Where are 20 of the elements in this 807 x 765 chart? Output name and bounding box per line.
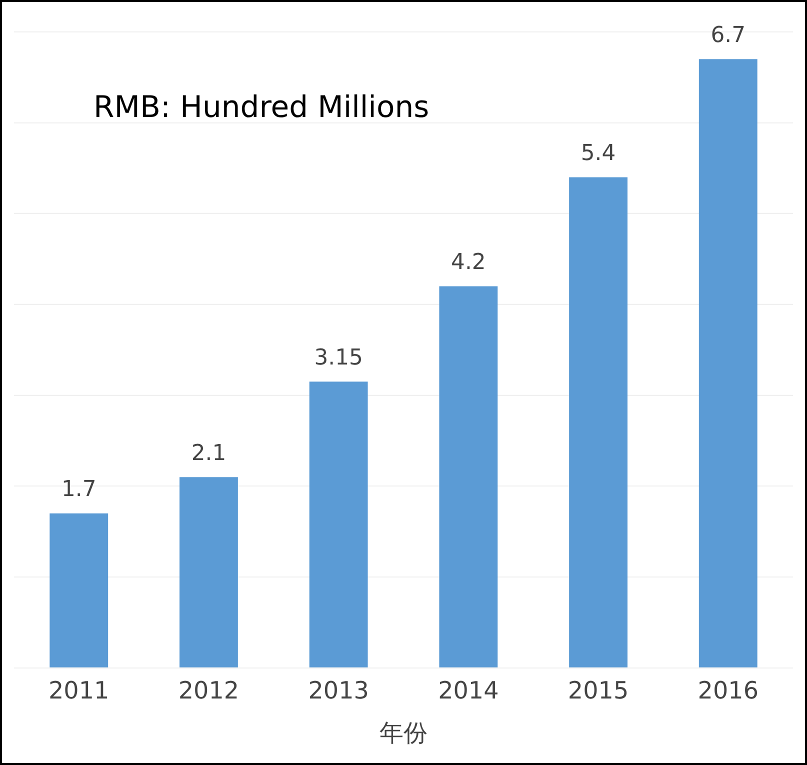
data-label: 5.4 <box>580 141 616 166</box>
x-tick-label: 2012 <box>178 676 240 704</box>
x-tick-label: 2016 <box>698 676 759 704</box>
bar <box>439 286 498 668</box>
x-tick-label: 2014 <box>438 676 499 704</box>
data-label: 2.1 <box>191 440 226 466</box>
bar <box>698 59 758 668</box>
bar <box>50 513 108 668</box>
x-tick-label: 2011 <box>48 676 110 704</box>
bar <box>569 177 628 668</box>
x-tick-label: 2015 <box>568 676 629 704</box>
data-label: 3.15 <box>314 345 363 370</box>
annotation: RMB: Hundred Millions <box>94 90 430 126</box>
bar <box>180 477 238 668</box>
data-label: 4.2 <box>451 250 486 276</box>
x-tick-label: 2013 <box>308 676 369 704</box>
x-axis-title: 年份 <box>379 718 428 747</box>
bar <box>309 382 368 668</box>
data-label: 6.7 <box>710 22 746 48</box>
data-label: 1.7 <box>61 477 96 502</box>
